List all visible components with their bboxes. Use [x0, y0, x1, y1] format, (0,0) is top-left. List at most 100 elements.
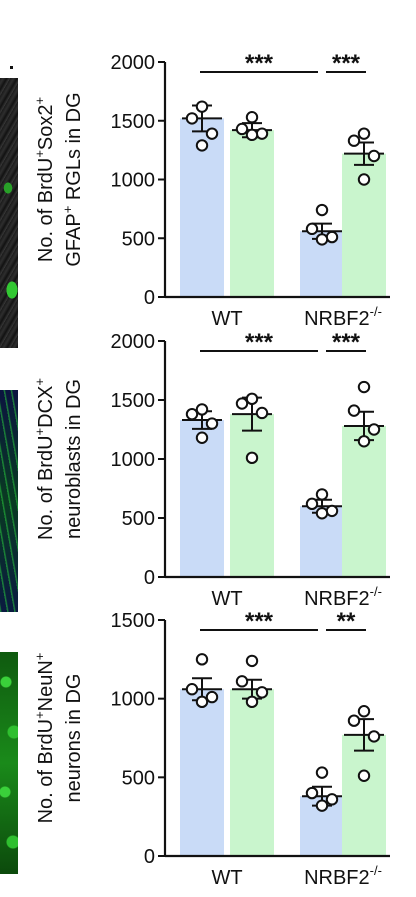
bar-2-0-1 — [230, 689, 274, 856]
data-point-2-0-1-3 — [245, 695, 259, 709]
data-point-0-1-0-1 — [305, 222, 319, 236]
category-superscript-2-1: -/- — [370, 863, 382, 878]
data-point-0-0-0-0 — [195, 100, 209, 113]
data-point-1-1-0-3 — [315, 507, 329, 520]
category-label-1-1: NRBF2-/- — [304, 584, 382, 610]
data-point-2-1-0-0 — [315, 766, 329, 779]
micrograph-strip-rgl — [0, 78, 18, 348]
y-axis-label-part-1-0-3: + — [32, 378, 47, 386]
data-point-0-1-0-3 — [315, 233, 329, 246]
data-point-0-0-0-3 — [195, 139, 209, 152]
y-axis-label-part-2-0-2: NeuN — [35, 660, 57, 711]
category-superscript-1-1: -/- — [370, 584, 382, 599]
data-point-2-1-1-2 — [367, 730, 381, 743]
data-point-0-0-0-2 — [205, 127, 219, 140]
category-name-2-1: NRBF2 — [304, 867, 370, 889]
y-tick-label-0-0: 0 — [144, 287, 155, 309]
data-point-2-1-0-3 — [315, 799, 329, 812]
y-tick-label-0-4: 2000 — [111, 52, 156, 74]
significance-label-0-0: *** — [245, 50, 274, 77]
data-point-1-0-0-1 — [185, 407, 199, 421]
data-point-2-1-1-1 — [347, 714, 361, 727]
bar-0-0-1 — [230, 130, 274, 297]
significance-label-2-1: ** — [337, 608, 356, 635]
data-point-0-0-1-3 — [245, 128, 259, 142]
data-point-0-1-1-2 — [367, 149, 381, 163]
data-point-2-1-0-2 — [325, 793, 339, 806]
y-axis-label-part-2-0-1: + — [32, 711, 47, 719]
data-point-0-1-0-0 — [315, 203, 329, 217]
y-tick-label-1-3: 1500 — [111, 390, 156, 412]
y-axis-label-part-2-1-0: neurons in DG — [63, 674, 85, 803]
y-axis-label-part-0-1-2: RGLs in DG — [63, 92, 85, 205]
micrograph-strip-neun — [0, 652, 18, 874]
data-point-0-0-1-2 — [255, 127, 269, 140]
category-label-2-1: NRBF2-/- — [304, 863, 382, 889]
bar-1-1-1 — [342, 425, 386, 577]
y-axis-label-part-0-1-1: + — [60, 206, 75, 214]
y-tick-label-2-0: 0 — [144, 846, 155, 868]
data-point-0-1-0-2 — [325, 230, 339, 244]
category-name-1-0: WT — [211, 588, 242, 610]
data-point-2-0-0-2 — [205, 690, 219, 704]
y-axis-label-1-0: No. of BrdU+DCX+ — [32, 378, 57, 540]
data-point-2-0-1-0 — [245, 654, 259, 668]
data-point-1-0-1-0 — [245, 392, 259, 406]
category-label-1-0: WT — [211, 588, 242, 610]
y-axis-label-0-0: No. of BrdU+Sox2+ — [32, 97, 57, 262]
y-axis-label-part-2-0-3: + — [32, 653, 47, 661]
data-point-2-0-1-1 — [235, 675, 249, 688]
category-label-2-0: WT — [211, 867, 242, 889]
significance-label-1-0: *** — [245, 329, 274, 356]
bar-2-0-0 — [180, 689, 224, 856]
data-point-2-1-1-3 — [357, 769, 371, 782]
y-axis-label-2-0: No. of BrdU+NeuN+ — [32, 653, 57, 824]
category-label-0-0: WT — [211, 308, 242, 330]
data-point-0-0-0-1 — [185, 112, 199, 125]
category-name-1-1: NRBF2 — [304, 588, 370, 610]
data-point-1-1-1-3 — [357, 435, 371, 448]
data-point-1-0-1-3 — [245, 451, 259, 465]
y-tick-label-0-3: 1500 — [111, 111, 156, 133]
data-point-1-1-0-2 — [325, 504, 339, 518]
data-point-1-0-1-1 — [235, 397, 249, 410]
significance-label-2-0: *** — [245, 608, 274, 635]
data-point-1-1-0-0 — [315, 488, 329, 501]
y-tick-label-1-1: 500 — [122, 508, 155, 530]
y-tick-label-1-2: 1000 — [111, 449, 156, 471]
data-point-1-0-0-0 — [195, 403, 209, 416]
data-point-0-1-1-0 — [357, 127, 371, 140]
data-point-1-1-1-1 — [347, 404, 361, 417]
y-tick-label-2-3: 1500 — [111, 610, 156, 632]
y-axis-label-1-1: neuroblasts in DG — [63, 379, 85, 539]
y-axis-label-part-0-0-2: Sox2 — [35, 104, 57, 150]
data-point-1-0-0-3 — [195, 431, 209, 444]
category-name-2-0: WT — [211, 867, 242, 889]
data-point-0-0-1-0 — [245, 111, 259, 124]
panel-dot — [10, 66, 13, 69]
category-name-0-1: NRBF2 — [304, 308, 370, 330]
significance-label-0-1: *** — [332, 50, 361, 77]
data-point-1-0-1-2 — [255, 406, 269, 420]
category-name-0-0: WT — [211, 308, 242, 330]
y-axis-label-part-0-0-1: + — [32, 150, 47, 158]
category-superscript-0-1: -/- — [370, 304, 382, 319]
y-tick-label-2-2: 1000 — [111, 689, 156, 711]
data-point-1-1-1-0 — [357, 380, 371, 394]
y-tick-label-2-1: 500 — [122, 767, 155, 789]
data-point-0-1-1-3 — [357, 173, 371, 186]
data-point-0-1-1-1 — [347, 134, 361, 147]
y-axis-label-part-1-0-0: No. of BrdU — [35, 435, 57, 539]
significance-label-1-1: *** — [332, 329, 361, 356]
data-point-1-1-0-1 — [305, 497, 319, 511]
y-axis-label-part-0-0-0: No. of BrdU — [35, 158, 57, 262]
y-axis-label-part-1-1-0: neuroblasts in DG — [63, 379, 85, 539]
y-axis-label-2-1: neurons in DG — [63, 674, 85, 803]
micrograph-strip-dcx — [0, 390, 18, 612]
data-point-2-0-1-2 — [255, 686, 269, 699]
bar-1-0-0 — [180, 420, 224, 577]
y-tick-label-0-2: 1000 — [111, 170, 156, 192]
data-point-2-0-0-1 — [185, 683, 199, 696]
y-axis-label-part-1-0-1: + — [32, 428, 47, 436]
